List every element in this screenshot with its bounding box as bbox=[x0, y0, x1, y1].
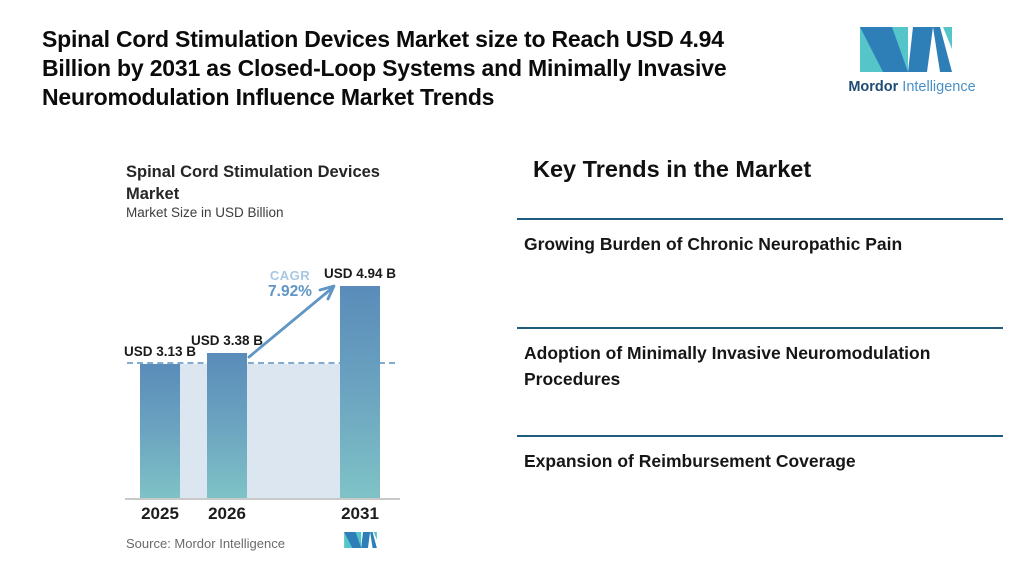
x-tick-2025: 2025 bbox=[141, 504, 179, 523]
chart-subtitle: Market Size in USD Billion bbox=[126, 205, 284, 220]
bar-value-label-2026: USD 3.38 B bbox=[190, 333, 264, 348]
brand-name-light: Intelligence bbox=[902, 79, 976, 95]
trends-heading: Key Trends in the Market bbox=[533, 156, 812, 182]
trend-item-label: Adoption of Minimally Invasive Neuromodu… bbox=[524, 343, 931, 389]
bar-chart: USD 3.13 B USD 3.38 B USD 4.94 B CAGR 7.… bbox=[124, 264, 405, 523]
brand-name: Mordor Intelligence bbox=[847, 79, 977, 95]
trend-item-label: Expansion of Reimbursement Coverage bbox=[524, 451, 856, 471]
x-tick-2026: 2026 bbox=[208, 504, 246, 523]
cagr-label: CAGR bbox=[269, 268, 311, 283]
bar-2031: USD 4.94 B bbox=[324, 266, 396, 500]
chart-title-line-2: Market bbox=[126, 185, 180, 203]
trend-item-reimbursement-coverage: Expansion of Reimbursement Coverage bbox=[517, 435, 1003, 474]
chart-title-line-1: Spinal Cord Stimulation Devices bbox=[126, 163, 380, 181]
trend-item-minimally-invasive-neuromodulation: Adoption of Minimally Invasive Neuromodu… bbox=[517, 327, 1003, 392]
bar-value-label-2031: USD 4.94 B bbox=[323, 266, 397, 281]
x-tick-2031: 2031 bbox=[341, 504, 379, 523]
chart-title: Spinal Cord Stimulation Devices Market bbox=[126, 161, 380, 205]
source-attribution: Source: Mordor Intelligence bbox=[126, 536, 285, 551]
trend-item-chronic-neuropathic-pain: Growing Burden of Chronic Neuropathic Pa… bbox=[517, 218, 1003, 257]
mordor-intelligence-logo-icon bbox=[860, 27, 952, 72]
bar-2025: USD 3.13 B bbox=[124, 344, 196, 500]
trend-item-label: Growing Burden of Chronic Neuropathic Pa… bbox=[524, 234, 903, 254]
baseline-dashed-line bbox=[127, 362, 395, 364]
x-axis-line bbox=[125, 498, 400, 500]
mordor-intelligence-mini-logo-icon bbox=[344, 532, 377, 548]
bar-value-label-2025: USD 3.13 B bbox=[123, 344, 197, 359]
cagr-annotation: CAGR 7.92% bbox=[255, 268, 325, 301]
page-title-line-1: Spinal Cord Stimulation Devices Market s… bbox=[42, 26, 724, 52]
bar-2026: USD 3.38 B bbox=[191, 333, 263, 500]
page-title-line-3: Neuromodulation Influence Market Trends bbox=[42, 84, 495, 110]
brand-name-bold: Mordor bbox=[848, 79, 899, 95]
page-title: Spinal Cord Stimulation Devices Market s… bbox=[42, 25, 832, 112]
cagr-value: 7.92% bbox=[268, 283, 312, 300]
page-title-line-2: Billion by 2031 as Closed-Loop Systems a… bbox=[42, 55, 727, 81]
